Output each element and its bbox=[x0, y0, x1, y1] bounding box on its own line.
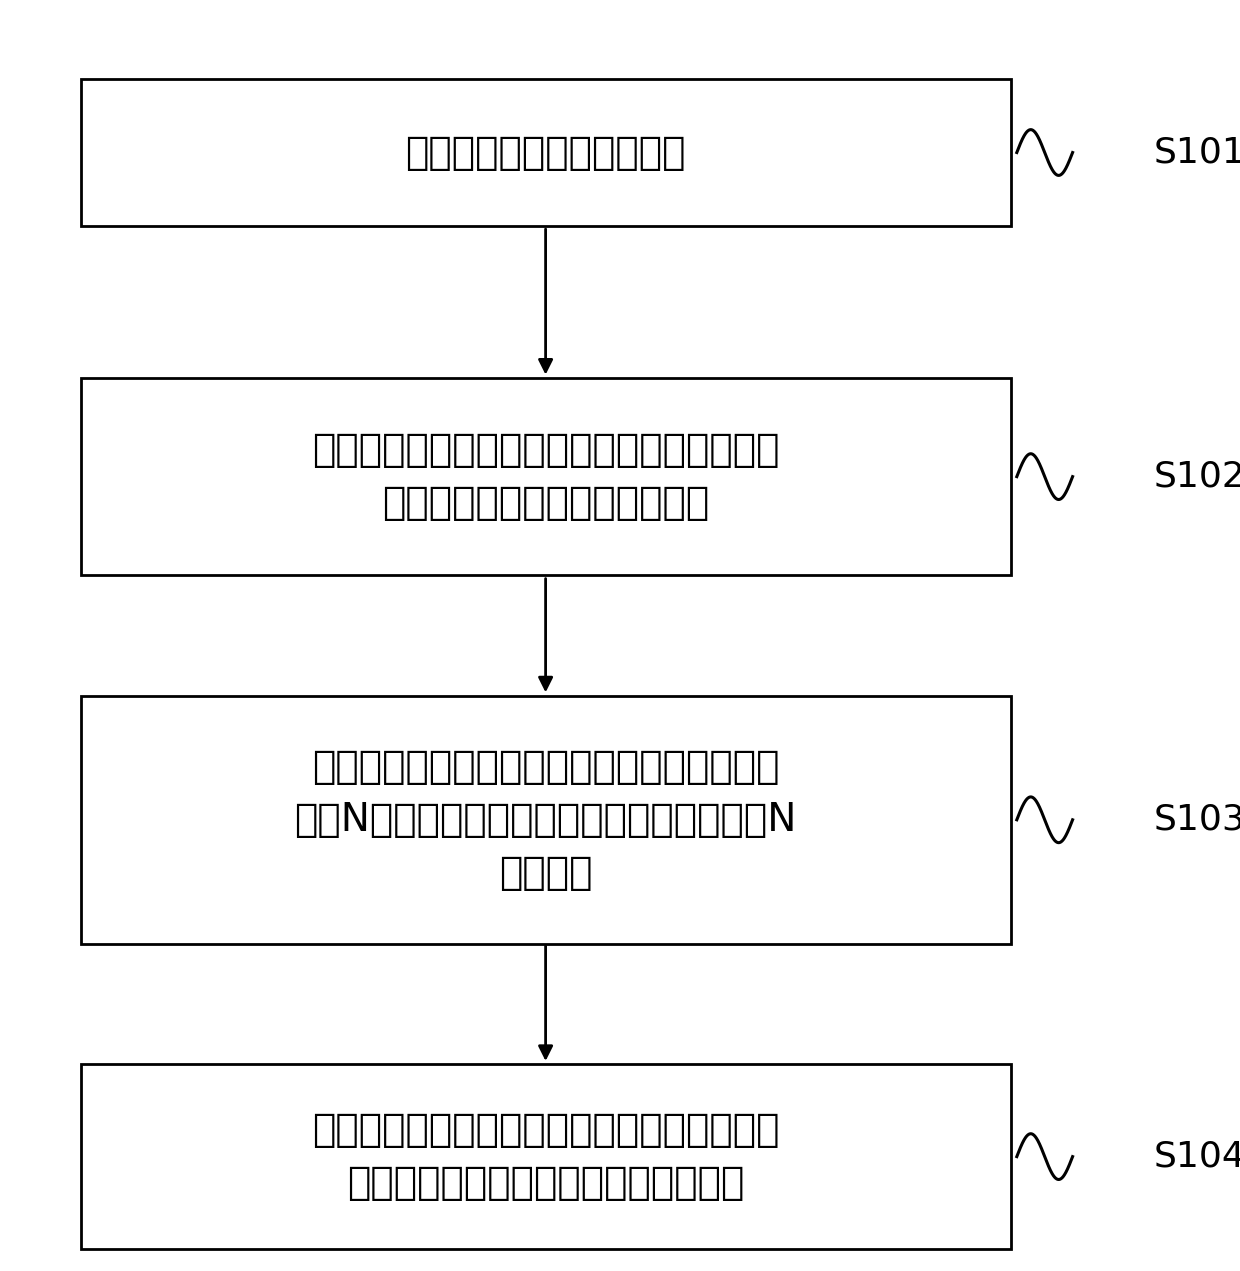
Text: 终端设备获取第一配置信息: 终端设备获取第一配置信息 bbox=[405, 133, 686, 172]
FancyBboxPatch shape bbox=[81, 1065, 1011, 1248]
Text: S101: S101 bbox=[1153, 136, 1240, 169]
FancyBboxPatch shape bbox=[81, 379, 1011, 574]
Text: S102: S102 bbox=[1153, 460, 1240, 493]
FancyBboxPatch shape bbox=[81, 79, 1011, 226]
Text: 所述终端设备选取第一测量报告中信号强度最
强的N个回落小区形成第一备选小区集，其中N
为正整数: 所述终端设备选取第一测量报告中信号强度最 强的N个回落小区形成第一备选小区集，其… bbox=[294, 747, 797, 892]
FancyBboxPatch shape bbox=[81, 697, 1011, 943]
Text: 所述终端设备根据所述第一备选小区集中各回
落小区的频点信息回落到其对应的小区: 所述终端设备根据所述第一备选小区集中各回 落小区的频点信息回落到其对应的小区 bbox=[311, 1111, 780, 1202]
Text: S104: S104 bbox=[1153, 1140, 1240, 1173]
Text: S103: S103 bbox=[1153, 803, 1240, 836]
Text: 所述终端设备根据所述第一配置信息进行频点
信息的测量并生成第一测量报告: 所述终端设备根据所述第一配置信息进行频点 信息的测量并生成第一测量报告 bbox=[311, 431, 780, 522]
